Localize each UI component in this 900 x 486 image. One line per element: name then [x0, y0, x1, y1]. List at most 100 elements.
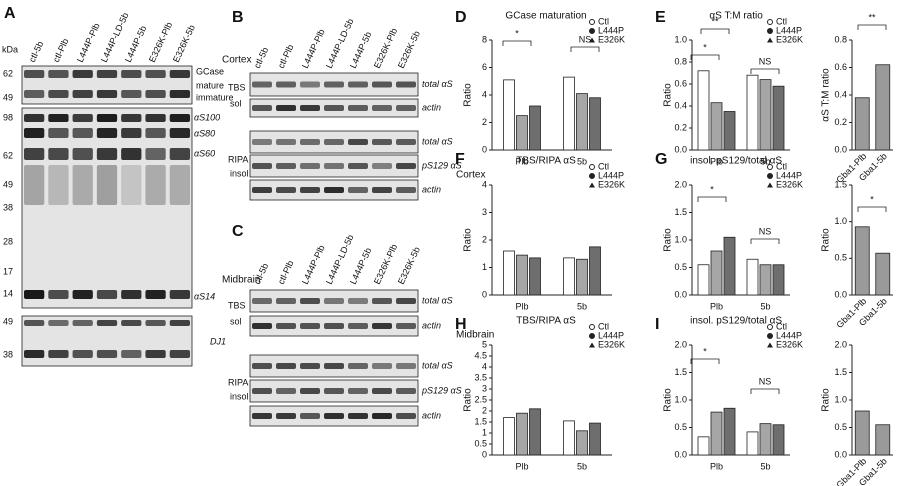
- band: [396, 413, 416, 419]
- band-label: actin: [422, 410, 441, 420]
- chart-title: TBS/RIPA αS: [516, 156, 576, 167]
- legend-marker: [767, 342, 773, 348]
- legend-marker: [589, 342, 595, 348]
- y-tick-label: 0: [482, 289, 487, 299]
- band: [48, 350, 69, 358]
- kda-marker: 38: [3, 349, 13, 359]
- y-tick-label: 0.4: [674, 100, 687, 110]
- band: [372, 298, 392, 304]
- band: [24, 350, 45, 358]
- band: [96, 90, 118, 98]
- y-tick-label: 0: [482, 144, 487, 154]
- y-tick-label: 1.5: [834, 179, 847, 189]
- band: [169, 114, 190, 122]
- kda-marker: 49: [3, 316, 13, 326]
- bracket: [857, 206, 887, 212]
- y-tick-label: 0: [482, 449, 487, 459]
- band: [372, 139, 392, 145]
- band: [72, 350, 93, 358]
- band: [276, 81, 296, 88]
- bracket: [570, 46, 600, 52]
- lane-label: L444P-Plb: [300, 28, 327, 70]
- kda-marker: 49: [3, 179, 13, 189]
- blot-label: αS80: [194, 128, 215, 138]
- lane-label: L444P-5b: [348, 30, 374, 70]
- bracket: [690, 54, 720, 60]
- band: [24, 148, 45, 160]
- lane-label: L444P-5b: [348, 246, 374, 286]
- band: [169, 70, 190, 78]
- y-tick-label: 1.0: [674, 234, 687, 244]
- band: [252, 363, 272, 369]
- y-axis-label: Ratio: [663, 83, 674, 107]
- bar: [589, 246, 601, 296]
- band: [276, 363, 296, 369]
- band: [348, 323, 368, 329]
- band: [348, 413, 368, 419]
- band-label: total αS: [422, 136, 453, 146]
- legend-marker: [767, 324, 773, 330]
- y-axis-label: Ratio: [821, 228, 832, 252]
- kda-marker: 14: [3, 288, 13, 298]
- legend-label: L444P: [598, 170, 624, 180]
- band: [121, 128, 142, 138]
- y-axis-label: Ratio: [663, 388, 674, 412]
- fraction-label: sol: [230, 98, 242, 108]
- lane-label: ctl-5b: [27, 40, 45, 64]
- band: [396, 187, 416, 193]
- band: [276, 163, 296, 169]
- legend-marker: [589, 28, 595, 34]
- y-tick-label: 5: [482, 339, 487, 349]
- region-label: Cortex: [222, 55, 251, 66]
- bracket: [697, 196, 727, 202]
- kda-label: kDa: [2, 44, 18, 54]
- bar: [697, 264, 710, 296]
- band: [324, 363, 344, 369]
- x-tick-label: Plb: [710, 301, 723, 311]
- band: [276, 388, 296, 394]
- band-label: pS129 αS: [421, 160, 462, 170]
- kda-marker: 62: [3, 68, 13, 78]
- bar: [723, 236, 736, 296]
- band: [48, 148, 69, 160]
- band: [252, 413, 272, 419]
- band: [396, 139, 416, 145]
- legend-marker: [767, 37, 773, 43]
- band: [372, 81, 392, 88]
- blot-label: DJ1: [210, 336, 226, 346]
- band: [145, 165, 166, 205]
- band: [348, 139, 368, 145]
- panel-letter: E: [655, 9, 666, 26]
- bar: [746, 431, 759, 456]
- legend-marker: [589, 19, 595, 25]
- band: [276, 298, 296, 304]
- bar: [854, 97, 870, 151]
- significance: *: [870, 194, 874, 204]
- band: [48, 114, 69, 122]
- bracket: [750, 238, 780, 244]
- y-tick-label: 0.2: [674, 122, 687, 132]
- bar: [875, 252, 891, 296]
- band: [324, 187, 344, 193]
- y-tick-label: 1.5: [674, 367, 687, 377]
- legend-label: Ctl: [598, 321, 609, 331]
- bar: [875, 64, 891, 151]
- blot-label: immature: [196, 92, 234, 102]
- band: [396, 323, 416, 329]
- band: [145, 320, 166, 326]
- band: [169, 290, 190, 299]
- y-tick-label: 6: [482, 62, 487, 72]
- y-tick-label: 0.0: [674, 289, 687, 299]
- band: [72, 90, 93, 98]
- y-tick-label: 3.5: [474, 372, 487, 382]
- y-tick-label: 1.0: [674, 394, 687, 404]
- band: [348, 81, 368, 88]
- bar: [723, 111, 736, 151]
- x-tick-label: Plb: [710, 156, 723, 166]
- y-tick-label: 1.0: [834, 394, 847, 404]
- bar: [772, 424, 785, 456]
- band: [252, 105, 272, 111]
- lane-label: L444P-Plb: [75, 22, 102, 64]
- band: [121, 320, 142, 326]
